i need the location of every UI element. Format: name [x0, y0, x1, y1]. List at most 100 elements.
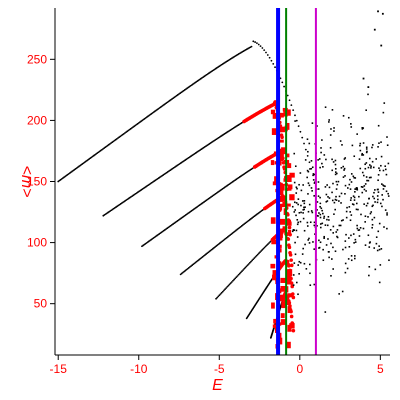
data-point [356, 133, 358, 135]
data-point [322, 259, 325, 262]
data-point [364, 244, 367, 246]
data-point [325, 193, 328, 196]
data-point [338, 293, 340, 295]
data-point [236, 275, 239, 277]
data-point [294, 114, 296, 117]
data-point [313, 248, 316, 250]
data-point [370, 176, 372, 179]
data-point [321, 209, 324, 212]
data-point [358, 195, 360, 198]
data-point [327, 215, 330, 218]
data-point [299, 130, 302, 133]
data-point [352, 195, 355, 197]
data-point [336, 183, 339, 186]
data-point [317, 181, 320, 183]
data-point [354, 255, 356, 257]
data-point [365, 190, 367, 192]
data-point [279, 151, 284, 158]
data-point [350, 126, 353, 128]
data-point [354, 257, 356, 260]
data-point [338, 200, 340, 202]
data-point [330, 242, 332, 245]
data-point [347, 258, 350, 260]
data-point [297, 198, 300, 200]
data-point [304, 206, 306, 208]
data-point [370, 211, 373, 213]
data-point [295, 186, 298, 189]
data-point [317, 215, 319, 217]
data-point [371, 146, 373, 149]
data-point [352, 233, 355, 235]
data-point [359, 142, 362, 145]
data-point [328, 186, 331, 189]
data-point [376, 201, 379, 204]
data-point [339, 224, 342, 227]
axes-frame [54, 8, 390, 356]
data-point [334, 159, 337, 162]
data-point [316, 225, 318, 227]
data-point [295, 202, 298, 204]
data-point [333, 130, 335, 132]
data-point [306, 154, 309, 157]
data-point [364, 167, 367, 170]
data-point [289, 172, 295, 178]
data-point [359, 167, 362, 170]
data-point [371, 205, 374, 208]
data-point [388, 259, 390, 262]
data-point [308, 142, 311, 145]
data-point [348, 237, 350, 239]
data-point [366, 179, 368, 182]
data-point [334, 167, 337, 170]
data-point [245, 265, 248, 268]
data-point [359, 149, 362, 152]
data-point [307, 182, 310, 184]
data-point [307, 210, 310, 213]
data-point [296, 219, 299, 221]
data-point [298, 212, 301, 214]
data-point [344, 262, 347, 265]
data-point [252, 258, 255, 261]
data-point [349, 219, 352, 222]
data-point [368, 197, 370, 200]
data-point [381, 205, 383, 208]
data-point [292, 274, 295, 276]
data-point [350, 259, 353, 262]
data-point [270, 217, 276, 224]
data-point [248, 261, 251, 264]
data-point [373, 216, 376, 219]
data-point [258, 252, 260, 255]
data-point [377, 179, 379, 182]
data-point [280, 218, 286, 225]
data-point [332, 182, 334, 185]
data-point [324, 106, 327, 108]
data-point [246, 264, 249, 267]
data-point [235, 276, 238, 279]
data-point [328, 197, 331, 199]
data-point [382, 198, 384, 201]
data-point [272, 181, 278, 186]
data-point [272, 270, 278, 276]
data-point [338, 195, 341, 198]
data-point [335, 180, 338, 183]
data-point [352, 203, 355, 206]
data-point [350, 173, 353, 175]
data-point [316, 125, 318, 127]
data-point [323, 235, 325, 238]
data-point [332, 232, 335, 234]
data-point [303, 229, 306, 232]
data-point [260, 250, 263, 252]
data-point [359, 227, 362, 229]
data-point [292, 229, 295, 231]
data-point [226, 285, 229, 288]
data-point [327, 196, 329, 198]
data-point [378, 248, 381, 251]
data-point [325, 158, 327, 161]
data-point [286, 277, 292, 285]
data-point [382, 111, 385, 114]
data-point [367, 234, 370, 237]
data-point [319, 202, 322, 205]
data-point [301, 136, 304, 139]
data-point [331, 199, 334, 202]
data-point [346, 267, 349, 270]
